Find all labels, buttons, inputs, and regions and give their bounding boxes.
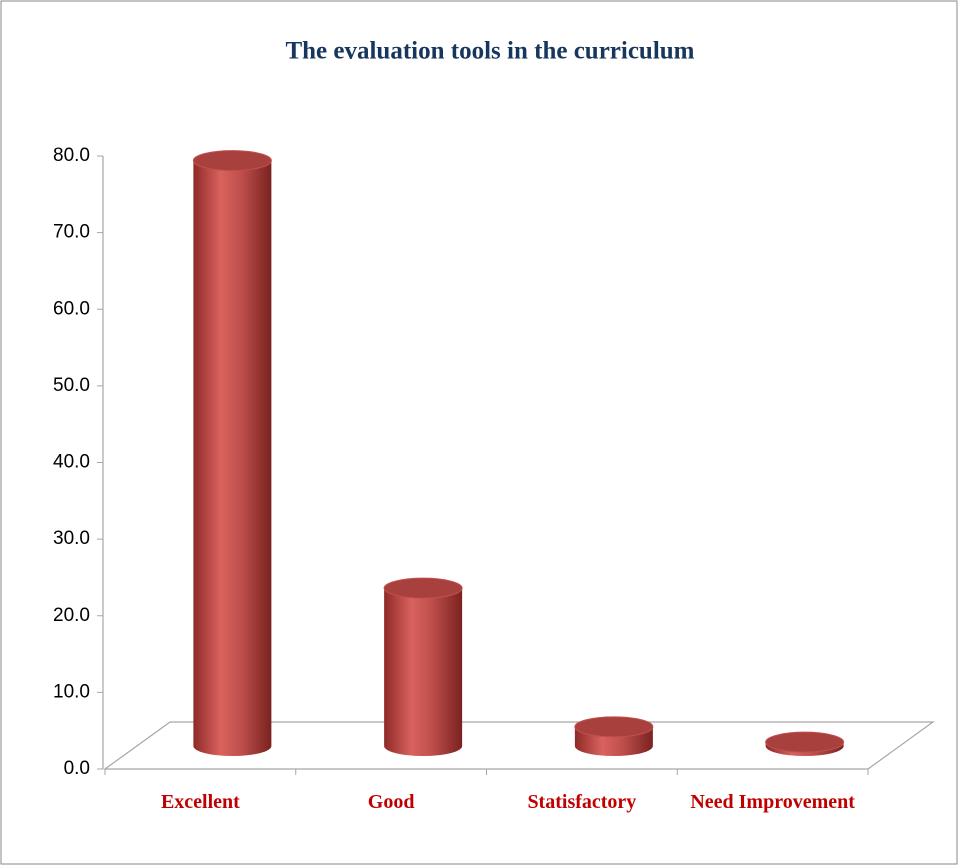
y-tick-label: 20.0 — [53, 605, 90, 626]
bar-top — [383, 577, 463, 599]
bar — [384, 588, 463, 756]
floor — [103, 721, 935, 770]
bar-top — [574, 716, 654, 738]
bar-top — [192, 150, 272, 172]
y-tick-label: 0.0 — [64, 758, 90, 779]
x-tick-label: Good — [367, 791, 415, 813]
y-tick-label: 10.0 — [53, 681, 90, 702]
x-tick-label: Need Improvement — [690, 791, 855, 813]
y-tick-label: 70.0 — [53, 222, 90, 243]
bar-top — [765, 731, 845, 753]
y-tick-label: 30.0 — [53, 528, 90, 549]
y-tick-label: 80.0 — [53, 145, 90, 166]
bar — [193, 160, 272, 756]
chart-title: The evaluation tools in the curriculum — [285, 38, 694, 65]
y-tick-label: 50.0 — [53, 375, 90, 396]
x-tick-label: Excellent — [160, 791, 240, 813]
y-tick-label: 40.0 — [53, 452, 90, 473]
y-tick-label: 60.0 — [53, 298, 90, 319]
x-tick-label: Statisfactory — [527, 791, 637, 813]
